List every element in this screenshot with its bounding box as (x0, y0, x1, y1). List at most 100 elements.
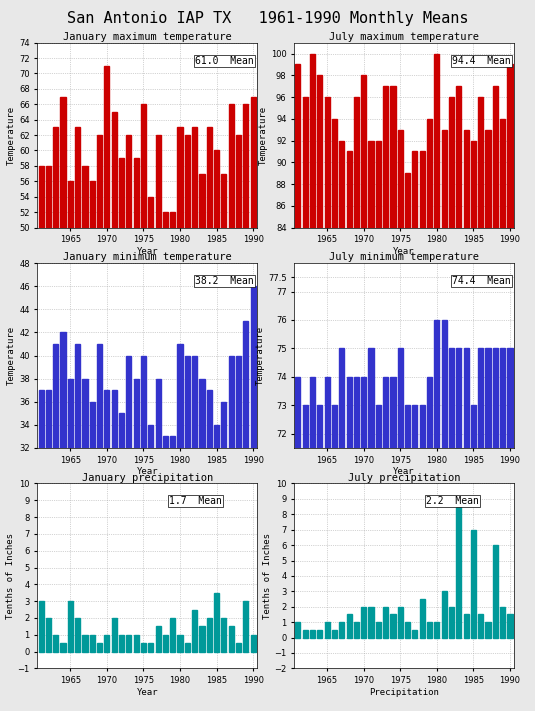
Bar (192, 356, 197, 711)
Bar (383, 86, 388, 711)
Bar (200, 378, 204, 711)
X-axis label: Year: Year (136, 467, 158, 476)
Bar (500, 348, 505, 711)
Bar (295, 377, 301, 711)
Text: 74.4  Mean: 74.4 Mean (452, 276, 511, 286)
Bar (347, 614, 351, 638)
Bar (376, 141, 381, 711)
Bar (207, 618, 212, 651)
Bar (90, 402, 95, 711)
Bar (178, 635, 182, 651)
Bar (485, 348, 491, 711)
Bar (200, 173, 204, 613)
Bar (295, 622, 301, 638)
Bar (427, 622, 432, 638)
Bar (449, 606, 454, 638)
X-axis label: Precipitation: Precipitation (369, 688, 439, 697)
Bar (383, 377, 388, 711)
Bar (97, 135, 102, 613)
Bar (82, 378, 88, 711)
Bar (119, 635, 124, 651)
Bar (485, 622, 491, 638)
Bar (463, 614, 469, 638)
Bar (243, 105, 248, 613)
Text: San Antonio IAP TX   1961-1990 Monthly Means: San Antonio IAP TX 1961-1990 Monthly Mea… (67, 11, 468, 26)
Bar (214, 151, 219, 613)
Bar (46, 390, 51, 711)
Bar (369, 606, 373, 638)
Bar (119, 158, 124, 613)
X-axis label: Year: Year (136, 247, 158, 256)
Bar (236, 643, 241, 651)
Bar (141, 356, 146, 711)
Bar (126, 635, 132, 651)
Bar (493, 86, 498, 711)
Bar (250, 635, 256, 651)
Bar (361, 377, 366, 711)
Bar (332, 630, 337, 638)
Text: 38.2  Mean: 38.2 Mean (195, 276, 254, 286)
Bar (207, 127, 212, 613)
Bar (456, 506, 461, 638)
Bar (317, 405, 323, 711)
Title: January maximum temperature: January maximum temperature (63, 32, 232, 42)
Bar (243, 601, 248, 651)
Bar (500, 119, 505, 711)
Bar (178, 344, 182, 711)
Bar (75, 344, 80, 711)
Bar (192, 127, 197, 613)
Bar (391, 377, 395, 711)
Bar (221, 618, 226, 651)
Bar (97, 344, 102, 711)
Bar (434, 622, 439, 638)
Bar (347, 151, 351, 711)
Bar (82, 166, 88, 613)
Bar (141, 643, 146, 651)
Bar (82, 635, 88, 651)
Bar (90, 635, 95, 651)
Title: January minimum temperature: January minimum temperature (63, 252, 232, 262)
Bar (295, 65, 301, 711)
Bar (243, 321, 248, 711)
Y-axis label: Tenths of Inches: Tenths of Inches (6, 533, 15, 619)
Bar (412, 151, 417, 711)
Bar (112, 112, 117, 613)
Bar (507, 65, 513, 711)
Bar (170, 618, 175, 651)
Bar (325, 622, 330, 638)
Bar (228, 356, 234, 711)
Bar (456, 86, 461, 711)
Bar (332, 119, 337, 711)
Bar (46, 166, 51, 613)
Y-axis label: Temperature: Temperature (7, 326, 16, 385)
Bar (441, 129, 447, 711)
Bar (90, 181, 95, 613)
Y-axis label: Temperature: Temperature (256, 326, 265, 385)
X-axis label: Year: Year (393, 247, 415, 256)
Bar (163, 212, 168, 613)
Bar (449, 97, 454, 711)
Bar (39, 601, 44, 651)
Bar (250, 286, 256, 711)
Bar (405, 173, 410, 711)
Bar (412, 630, 417, 638)
X-axis label: Year: Year (136, 688, 158, 697)
Bar (148, 643, 154, 651)
Bar (391, 86, 395, 711)
Bar (236, 356, 241, 711)
Bar (141, 105, 146, 613)
Bar (185, 135, 190, 613)
Bar (163, 635, 168, 651)
Bar (383, 606, 388, 638)
Bar (493, 545, 498, 638)
Bar (310, 53, 315, 711)
Bar (104, 65, 110, 613)
Bar (97, 643, 102, 651)
Bar (434, 53, 439, 711)
Title: January precipitation: January precipitation (81, 473, 213, 483)
Bar (441, 592, 447, 638)
Bar (185, 356, 190, 711)
Bar (104, 390, 110, 711)
Title: July maximum temperature: July maximum temperature (329, 32, 479, 42)
Bar (228, 105, 234, 613)
